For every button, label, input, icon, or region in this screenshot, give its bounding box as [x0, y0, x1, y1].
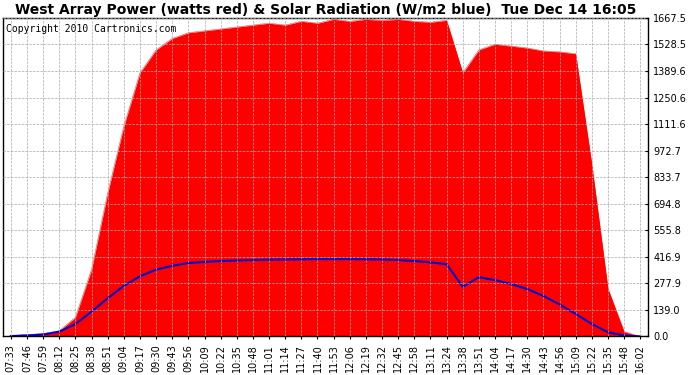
Title: West Array Power (watts red) & Solar Radiation (W/m2 blue)  Tue Dec 14 16:05: West Array Power (watts red) & Solar Rad… — [15, 3, 636, 17]
Text: Copyright 2010 Cartronics.com: Copyright 2010 Cartronics.com — [6, 24, 177, 34]
